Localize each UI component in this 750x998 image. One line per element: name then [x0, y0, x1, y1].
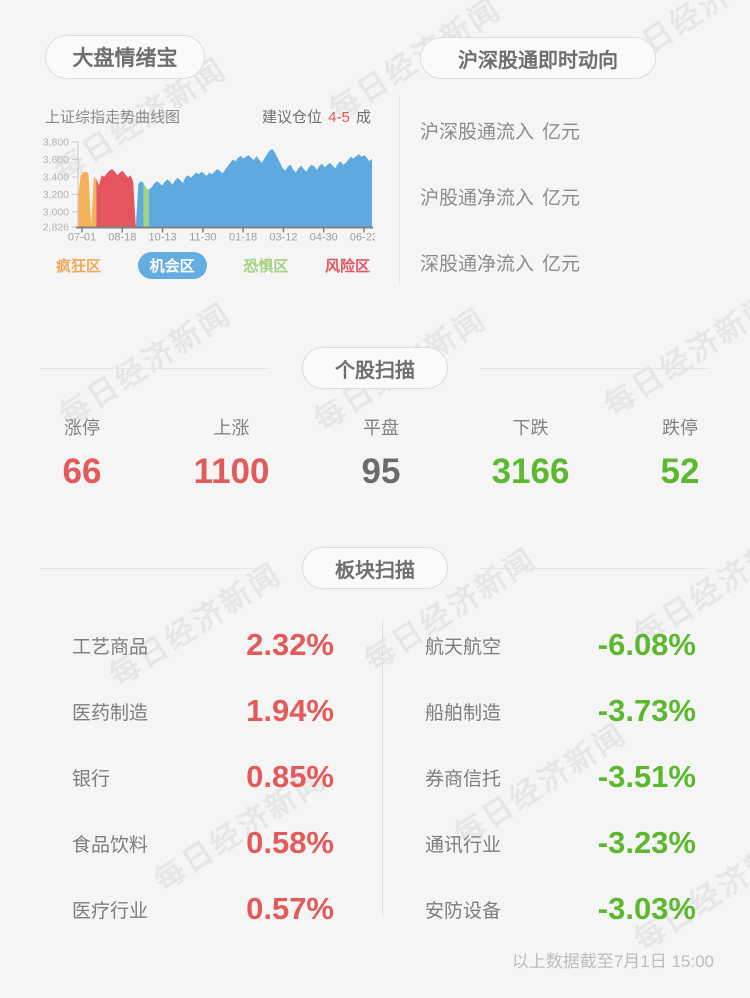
legend-risk[interactable]: 风险区: [324, 258, 370, 275]
sector-row[interactable]: 工艺商品 2.32%: [36, 612, 334, 678]
svg-text:2,826: 2,826: [43, 222, 69, 234]
sector-name: 通讯行业: [425, 834, 502, 856]
flow-label: 沪深股通流入: [420, 121, 535, 143]
sector-name: 医疗行业: [72, 900, 149, 922]
stat-value: 1100: [193, 452, 270, 491]
chart-title: 上证综指走势曲线图: [45, 109, 181, 126]
svg-text:03-12: 03-12: [269, 232, 297, 243]
sector-row[interactable]: 船舶制造 -3.73%: [410, 678, 696, 744]
tab-sectors-scan[interactable]: 板块扫描: [302, 547, 448, 589]
stat-value: 95: [361, 452, 401, 491]
legend-opportunity[interactable]: 机会区: [137, 252, 207, 279]
sentiment-trend-chart-container: 3,800 3,600 3,400 3,200 3,000 2,826 07-01 08-18…: [40, 136, 378, 244]
svg-text:3,600: 3,600: [43, 154, 69, 166]
stat-column: 平盘 95: [325, 414, 437, 492]
sector-row[interactable]: 食品饮料 0.58%: [36, 810, 334, 876]
svg-text:07-01: 07-01: [68, 232, 96, 243]
tab-stock-connect[interactable]: 沪深股通即时动向: [420, 37, 656, 79]
stat-column: 下跌 3166: [475, 414, 587, 492]
sector-row[interactable]: 通讯行业 -3.23%: [410, 810, 696, 876]
sector-change: -3.03%: [597, 891, 696, 926]
svg-text:3,400: 3,400: [43, 171, 69, 183]
sector-change: -3.51%: [597, 759, 696, 794]
stat-label: 平盘: [363, 418, 399, 438]
svg-text:3,800: 3,800: [43, 137, 69, 149]
chart-legend: 疯狂区 机会区 恐惧区 风险区: [56, 252, 370, 279]
flow-label: 沪股通净流入: [420, 187, 535, 209]
stat-label: 下跌: [512, 418, 549, 438]
flow-unit: 亿元: [542, 121, 581, 143]
sector-change: 2.32%: [246, 627, 334, 662]
svg-text:08-18: 08-18: [108, 232, 136, 243]
sector-change: -6.08%: [597, 627, 696, 662]
sectors-gainers-column: 工艺商品 2.32% 医药制造 1.94% 银行 0.85% 食品饮料 0.58…: [36, 612, 334, 942]
sector-name: 航天航空: [425, 636, 502, 658]
stat-label: 涨停: [64, 418, 100, 438]
sector-name: 银行: [72, 768, 111, 790]
stat-value: 3166: [491, 452, 570, 491]
sector-row[interactable]: 安防设备 -3.03%: [410, 876, 696, 942]
legend-fear[interactable]: 恐惧区: [243, 258, 289, 275]
sectors-scan-header: 板块扫描: [0, 547, 750, 589]
flow-unit: 亿元: [542, 253, 581, 275]
sector-row[interactable]: 医疗行业 0.57%: [36, 876, 334, 942]
data-cutoff-note: 以上数据截至7月1日 15:00: [511, 952, 714, 971]
header-line-right: [480, 567, 710, 569]
advice-value: 4-5: [328, 109, 350, 126]
legend-crazy[interactable]: 疯狂区: [56, 258, 102, 275]
stock-connect-row: 深股通净流入 亿元: [420, 229, 730, 295]
sector-change: 0.85%: [246, 759, 334, 794]
svg-text:06-23: 06-23: [350, 232, 375, 243]
stat-column: 涨停 66: [26, 414, 138, 492]
sectors-column-divider: [382, 620, 383, 916]
advice-suffix: 成: [355, 109, 371, 126]
sectors-losers-column: 航天航空 -6.08% 船舶制造 -3.73% 券商信托 -3.51% 通讯行业…: [410, 612, 696, 942]
stat-value: 66: [62, 452, 102, 491]
top-section-divider: [399, 95, 400, 285]
sector-row[interactable]: 银行 0.85%: [36, 744, 334, 810]
stat-column: 上涨 1100: [176, 414, 288, 492]
flow-label: 深股通净流入: [420, 253, 535, 275]
stocks-scan-header: 个股扫描: [0, 347, 750, 389]
stat-value: 52: [660, 452, 700, 491]
header-line-left: [40, 567, 270, 569]
sector-name: 工艺商品: [72, 636, 149, 658]
header-line-left: [40, 367, 270, 369]
svg-text:3,200: 3,200: [43, 189, 69, 201]
svg-text:3,000: 3,000: [43, 206, 69, 218]
stat-label: 跌停: [662, 418, 698, 438]
stock-connect-row: 沪深股通流入 亿元: [420, 97, 730, 163]
sector-name: 船舶制造: [425, 702, 502, 724]
sector-change: -3.23%: [597, 825, 696, 860]
sector-row[interactable]: 医药制造 1.94%: [36, 678, 334, 744]
position-advice: 建议仓位 4-5 成: [45, 106, 371, 127]
sector-change: 0.58%: [246, 825, 334, 860]
stock-connect-row: 沪股通净流入 亿元: [420, 163, 730, 229]
sector-name: 券商信托: [425, 768, 502, 790]
svg-text:04-30: 04-30: [310, 232, 338, 243]
sector-name: 食品饮料: [72, 834, 149, 856]
advice-prefix: 建议仓位: [261, 109, 322, 126]
stat-label: 上涨: [213, 418, 250, 438]
sector-change: -3.73%: [597, 693, 696, 728]
flow-unit: 亿元: [542, 187, 581, 209]
tab-market-sentiment[interactable]: 大盘情绪宝: [45, 35, 205, 79]
svg-text:11-30: 11-30: [189, 232, 216, 243]
sector-row[interactable]: 券商信托 -3.51%: [410, 744, 696, 810]
stat-column: 跌停 52: [624, 414, 736, 492]
sector-row[interactable]: 航天航空 -6.08%: [410, 612, 696, 678]
sector-change: 1.94%: [246, 693, 334, 728]
sector-name: 医药制造: [72, 702, 149, 724]
stock-connect-rows: 沪深股通流入 亿元 沪股通净流入 亿元 深股通净流入 亿元: [420, 97, 730, 295]
sector-name: 安防设备: [425, 900, 502, 922]
stocks-stats-row: 涨停 66 上涨 1100 平盘 95 下跌 3166 跌停 52: [0, 414, 750, 492]
header-line-right: [480, 367, 710, 369]
sector-change: 0.57%: [246, 891, 334, 926]
tab-stocks-scan[interactable]: 个股扫描: [302, 347, 448, 389]
svg-text:10-13: 10-13: [149, 232, 177, 243]
svg-text:01-18: 01-18: [229, 232, 257, 243]
